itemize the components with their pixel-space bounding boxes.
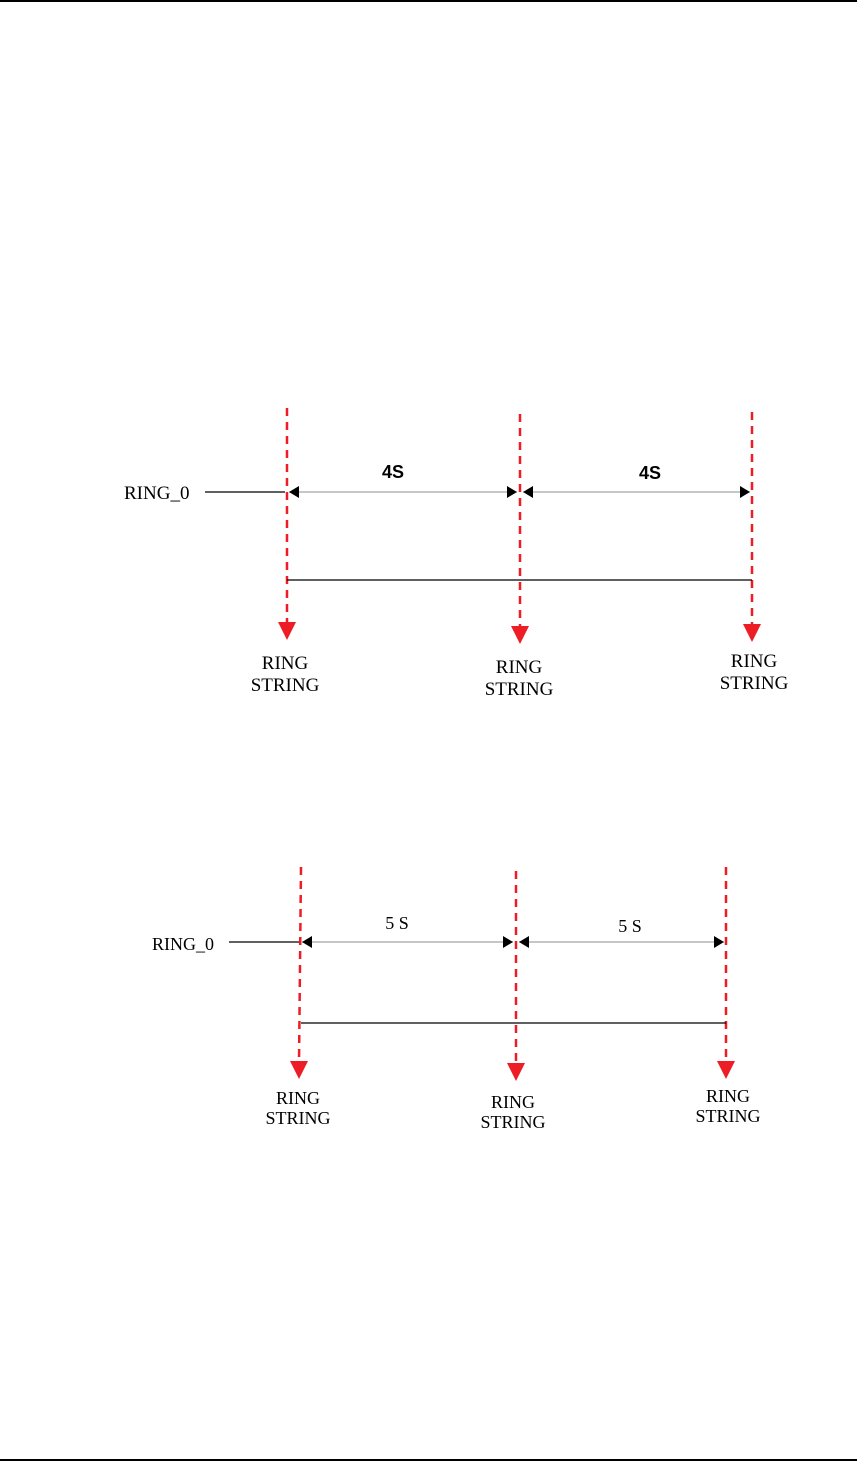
marker-label-2-line-1: RING: [496, 657, 543, 678]
marker-label-3-line-1: RING: [706, 1086, 750, 1106]
arrow-down-icon: [717, 1061, 735, 1079]
marker-label-1-line-2: STRING: [265, 1108, 330, 1128]
arrow-left-icon: [289, 486, 299, 498]
arrow-down-icon: [278, 622, 296, 640]
arrow-left-icon: [519, 936, 529, 948]
arrow-right-icon: [507, 486, 517, 498]
ring-0-label: RING_0: [124, 483, 189, 504]
marker-label-1-line-1: RING: [276, 1088, 320, 1108]
interval-dimension-1: [302, 936, 513, 948]
interval-dimension-1: [289, 486, 517, 498]
ring-marker-1: [278, 408, 296, 640]
arrow-down-icon: [511, 626, 529, 644]
arrow-right-icon: [503, 936, 513, 948]
ring-0-label: RING_0: [152, 934, 214, 954]
top-rule: [0, 0, 857, 2]
ring-marker-2: [507, 871, 525, 1081]
arrow-left-icon: [523, 486, 533, 498]
marker-label-2-line-2: STRING: [480, 1112, 545, 1132]
interval-dimension-2: [523, 486, 750, 498]
marker-label-2-line-1: RING: [491, 1092, 535, 1112]
timing-diagram-2: RING_0 5 S 5 S RING STRING RING STRING R…: [152, 866, 761, 1132]
arrow-down-icon: [507, 1063, 525, 1081]
ring-marker-1: [290, 866, 308, 1079]
marker-label-3-line-1: RING: [731, 651, 778, 672]
ring-marker-2: [511, 414, 529, 644]
interval-label-2: 5 S: [618, 916, 642, 936]
marker-label-2-line-2: STRING: [485, 679, 554, 700]
interval-dimension-2: [519, 936, 724, 948]
marker-label-1-line-2: STRING: [251, 675, 320, 696]
interval-label-1: 4S: [382, 462, 404, 482]
marker-label-3-line-2: STRING: [720, 673, 789, 694]
arrow-right-icon: [714, 936, 724, 948]
marker-label-3-line-2: STRING: [695, 1106, 760, 1126]
arrow-down-icon: [290, 1061, 308, 1079]
arrow-left-icon: [302, 936, 312, 948]
timing-diagram-1: RING_0 4S 4S RING STRING RING STRING RIN…: [124, 408, 789, 700]
arrow-down-icon: [743, 624, 761, 642]
arrow-right-icon: [740, 486, 750, 498]
interval-label-1: 5 S: [385, 913, 409, 933]
ring-marker-3: [743, 412, 761, 642]
ring-marker-3: [717, 867, 735, 1079]
interval-label-2: 4S: [639, 463, 661, 483]
bottom-rule: [0, 1459, 857, 1461]
marker-label-1-line-1: RING: [262, 653, 309, 674]
